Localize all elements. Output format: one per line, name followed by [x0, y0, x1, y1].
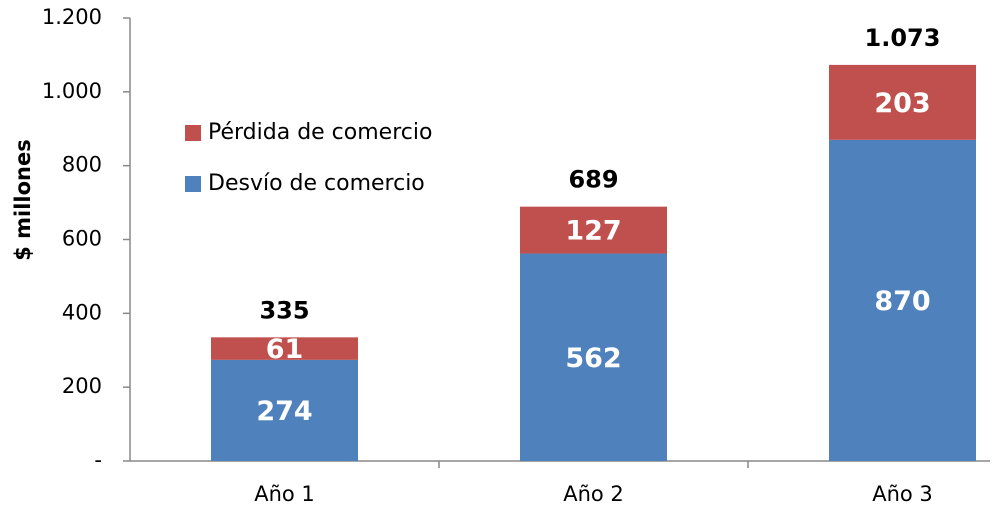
x-tick-label: Año 2 — [563, 482, 624, 506]
value-label: 870 — [874, 286, 930, 317]
y-tick-label: 600 — [62, 227, 102, 251]
x-tick-label: Año 3 — [872, 482, 933, 506]
legend-swatch — [185, 125, 201, 141]
bar-segment — [520, 206, 667, 254]
legend-label: Desvío de comercio — [208, 171, 425, 196]
legend-swatch — [185, 176, 201, 192]
bar-segment — [520, 253, 667, 461]
y-tick-label: - — [94, 448, 102, 472]
total-label: 689 — [568, 166, 618, 194]
y-tick-label: 200 — [62, 374, 102, 398]
y-tick-label: 1.200 — [42, 5, 102, 29]
total-label: 1.073 — [865, 24, 941, 52]
value-label: 61 — [266, 334, 304, 365]
bar-segment — [829, 64, 976, 140]
value-label: 562 — [565, 343, 621, 374]
total-label: 335 — [259, 296, 309, 324]
value-label: 274 — [256, 396, 312, 427]
y-tick-label: 1.000 — [42, 79, 102, 103]
value-label: 203 — [874, 88, 930, 119]
y-tick-label: 800 — [62, 153, 102, 177]
y-axis-label: $ millones — [11, 139, 35, 261]
bar-segment — [211, 337, 358, 360]
y-tick-label: 400 — [62, 300, 102, 324]
x-tick-label: Año 1 — [254, 482, 315, 506]
value-label: 127 — [565, 216, 621, 247]
bar-segment — [829, 139, 976, 461]
bar-segment — [211, 359, 358, 461]
legend-label: Pérdida de comercio — [208, 120, 432, 145]
